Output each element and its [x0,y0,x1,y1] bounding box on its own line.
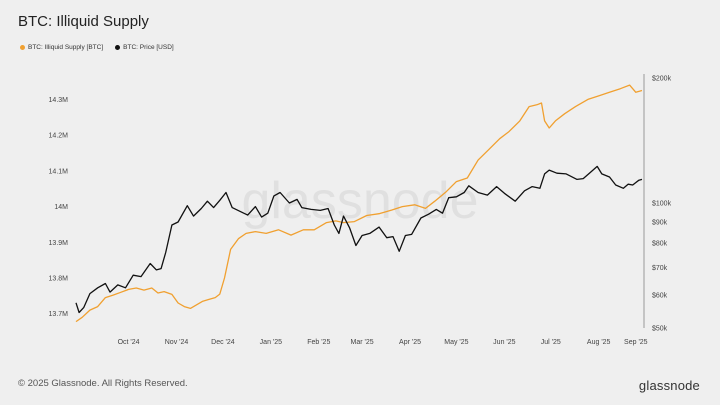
legend-item-illiquid-supply[interactable]: BTC: Illiquid Supply [BTC] [20,44,103,51]
x-axis-tick-label: Jul '25 [541,339,561,346]
left-axis-tick-label: 14M [54,204,68,211]
footer-brand-logo: glassnode [638,378,700,393]
right-axis-tick-label: $90k [652,220,668,227]
right-axis-tick-label: $70k [652,265,668,272]
x-axis-tick-label: Sep '25 [624,339,648,346]
watermark: glassnode [241,172,478,230]
x-axis-tick-label: Nov '24 [165,339,189,346]
left-axis-tick-label: 13.9M [49,240,69,247]
right-axis-tick-label: $80k [652,241,668,248]
legend-swatch-illiquid-supply [20,45,25,50]
chart-title: BTC: Illiquid Supply [18,13,149,30]
left-axis-tick-label: 13.7M [49,311,69,318]
series-line-illiquid-supply [75,84,643,323]
x-axis-tick-label: Mar '25 [351,339,374,346]
x-axis-tick-label: May '25 [444,339,468,346]
x-axis-tick-label: Jun '25 [493,339,515,346]
series-line-price [75,165,643,314]
footer-copyright: © 2025 Glassnode. All Rights Reserved. [18,378,188,389]
legend-label-price: BTC: Price [USD] [123,44,174,51]
x-axis-tick-label: Apr '25 [399,339,421,346]
legend-label-illiquid-supply: BTC: Illiquid Supply [BTC] [28,44,104,51]
x-axis-tick-label: Jan '25 [260,339,282,346]
left-axis-tick-label: 14.3M [49,97,69,104]
right-axis-tick-label: $60k [652,293,668,300]
chart-legend: BTC: Illiquid Supply [BTC] BTC: Price [U… [20,44,174,51]
right-axis-tick-label: $200k [652,76,672,83]
left-axis-tick-label: 13.8M [49,276,69,283]
x-axis-tick-label: Dec '24 [211,339,235,346]
x-axis-tick-label: Oct '24 [118,339,140,346]
left-axis-tick-label: 14.2M [49,133,69,140]
left-axis-tick-label: 14.1M [49,168,69,175]
right-axis-tick-label: $100k [652,201,672,208]
right-axis-tick-label: $50k [652,326,668,333]
legend-swatch-price [115,45,121,50]
legend-item-price[interactable]: BTC: Price [USD] [115,44,174,51]
x-axis-tick-label: Aug '25 [587,339,611,346]
x-axis-tick-label: Feb '25 [307,339,330,346]
